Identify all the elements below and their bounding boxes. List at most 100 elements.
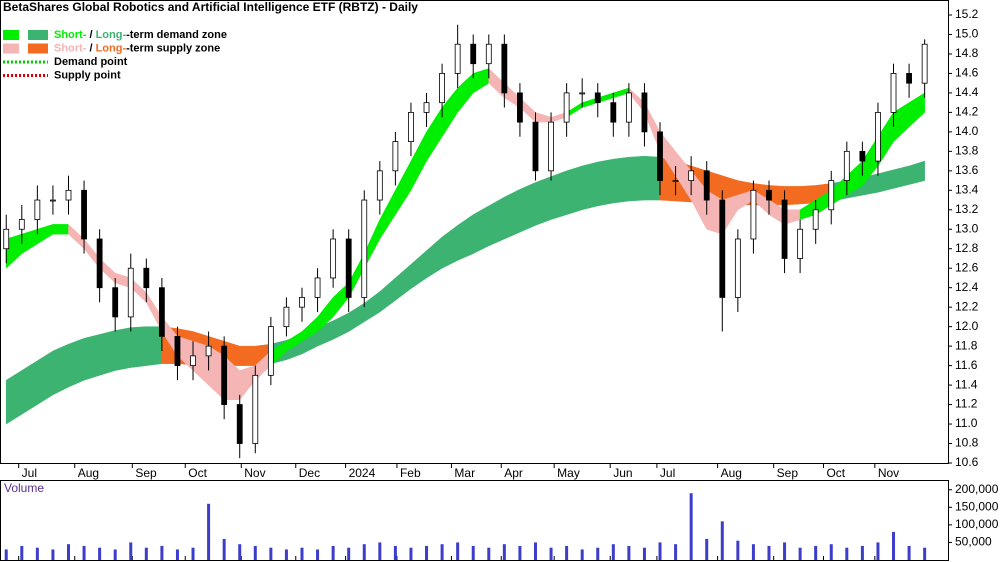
y-tick-label: 14.6 — [955, 66, 979, 80]
short-zone — [488, 67, 567, 123]
candle-body — [672, 180, 679, 182]
candle-body — [875, 111, 881, 162]
volume-bar — [533, 542, 537, 560]
candle-body — [81, 189, 87, 240]
x-tick-label: Sep — [777, 466, 799, 480]
candle-body — [579, 92, 586, 95]
volume-bar — [362, 544, 366, 560]
y-tick-label: 14.0 — [955, 124, 979, 138]
volume-bar — [502, 544, 506, 560]
y-tick-label: 10.6 — [955, 455, 979, 469]
candle-body — [361, 199, 368, 298]
volume-bar — [705, 538, 709, 560]
volume-bar — [35, 547, 39, 560]
candle-body — [283, 306, 290, 328]
candle-body — [719, 199, 726, 298]
volume-bar — [144, 547, 148, 560]
x-tick-label: Nov — [244, 466, 265, 480]
volume-bar — [316, 549, 320, 560]
x-tick-label: Sep — [135, 466, 157, 480]
volume-tick-label: 200,000 — [955, 482, 999, 496]
y-tick-label: 13.0 — [955, 221, 979, 235]
candle-body — [532, 121, 539, 172]
x-tick-label: Aug — [721, 466, 742, 480]
candle-body — [843, 150, 850, 181]
candle-body — [376, 170, 383, 201]
y-tick-label: 13.4 — [955, 182, 979, 196]
volume-bar — [331, 545, 335, 560]
legend-text: / — [86, 29, 95, 41]
volume-bar — [471, 545, 475, 560]
candle-body — [610, 102, 617, 123]
volume-bar — [20, 545, 24, 560]
volume-bar — [238, 544, 242, 560]
candle-body — [563, 92, 570, 123]
candle-body — [423, 102, 430, 113]
y-tick-label: 15.0 — [955, 27, 979, 41]
volume-bar — [674, 544, 678, 560]
x-tick-label: Jul — [22, 466, 37, 480]
candle-body — [859, 150, 866, 162]
volume-label: Volume — [4, 481, 44, 495]
x-tick-label: Apr — [504, 466, 523, 480]
candle-body — [112, 287, 119, 318]
x-tick-label: Jun — [613, 466, 632, 480]
volume-bar — [222, 538, 226, 560]
volume-tick-label: 100,000 — [955, 517, 999, 531]
volume-tick-label: 150,000 — [955, 499, 999, 513]
candle-body — [392, 141, 399, 172]
candle-body — [501, 43, 508, 94]
volume-bar — [565, 545, 569, 560]
volume-bar — [751, 544, 755, 560]
candle-body — [18, 219, 25, 230]
volume-bar — [783, 542, 787, 560]
volume-bar — [409, 547, 413, 560]
short-zone — [270, 68, 490, 367]
candle-body — [221, 345, 228, 405]
candle-body — [594, 92, 601, 104]
volume-bar — [191, 547, 195, 560]
candle-body — [174, 335, 181, 367]
volume-bar — [82, 545, 86, 560]
y-tick-label: 11.0 — [955, 416, 978, 430]
legend-swatch — [28, 43, 48, 54]
candle-body — [625, 92, 632, 123]
candle-body — [190, 355, 196, 367]
y-tick-label: 10.8 — [955, 436, 979, 450]
volume-bar — [860, 545, 864, 560]
y-tick-label: 14.8 — [955, 46, 979, 60]
volume-bar — [814, 545, 818, 560]
legend-label: Short- / Long--term supply zone — [54, 42, 220, 54]
volume-bar — [347, 547, 351, 560]
x-tick-label: Nov — [878, 466, 899, 480]
candle-body — [236, 404, 243, 444]
volume-bar — [4, 549, 8, 560]
chart-title: BetaShares Global Robotics and Artificia… — [3, 0, 418, 14]
y-tick-label: 12.6 — [955, 260, 979, 274]
candle-body — [314, 277, 321, 298]
candle-body — [96, 238, 103, 289]
candle-body — [734, 238, 741, 298]
candle-body — [485, 43, 492, 65]
long-zone — [5, 326, 163, 425]
volume-bar — [658, 542, 662, 560]
volume-bar — [892, 531, 896, 560]
candle-body — [143, 267, 150, 289]
candle-body — [906, 73, 912, 84]
volume-bar — [284, 549, 288, 560]
legend-swatch — [3, 43, 19, 54]
candle-body — [205, 345, 212, 357]
volume-bar — [456, 542, 460, 560]
volume-bar — [66, 544, 70, 560]
candle-body — [252, 374, 259, 444]
volume-bar — [720, 521, 724, 560]
candle-body — [267, 326, 274, 376]
y-tick-label: 13.6 — [955, 163, 979, 177]
volume-bar — [440, 544, 444, 560]
y-tick-label: 12.2 — [955, 299, 979, 313]
x-tick-label: Aug — [78, 466, 99, 480]
y-tick-label: 13.2 — [955, 202, 979, 216]
volume-bar — [627, 545, 631, 560]
x-tick-label: Oct — [826, 466, 845, 480]
